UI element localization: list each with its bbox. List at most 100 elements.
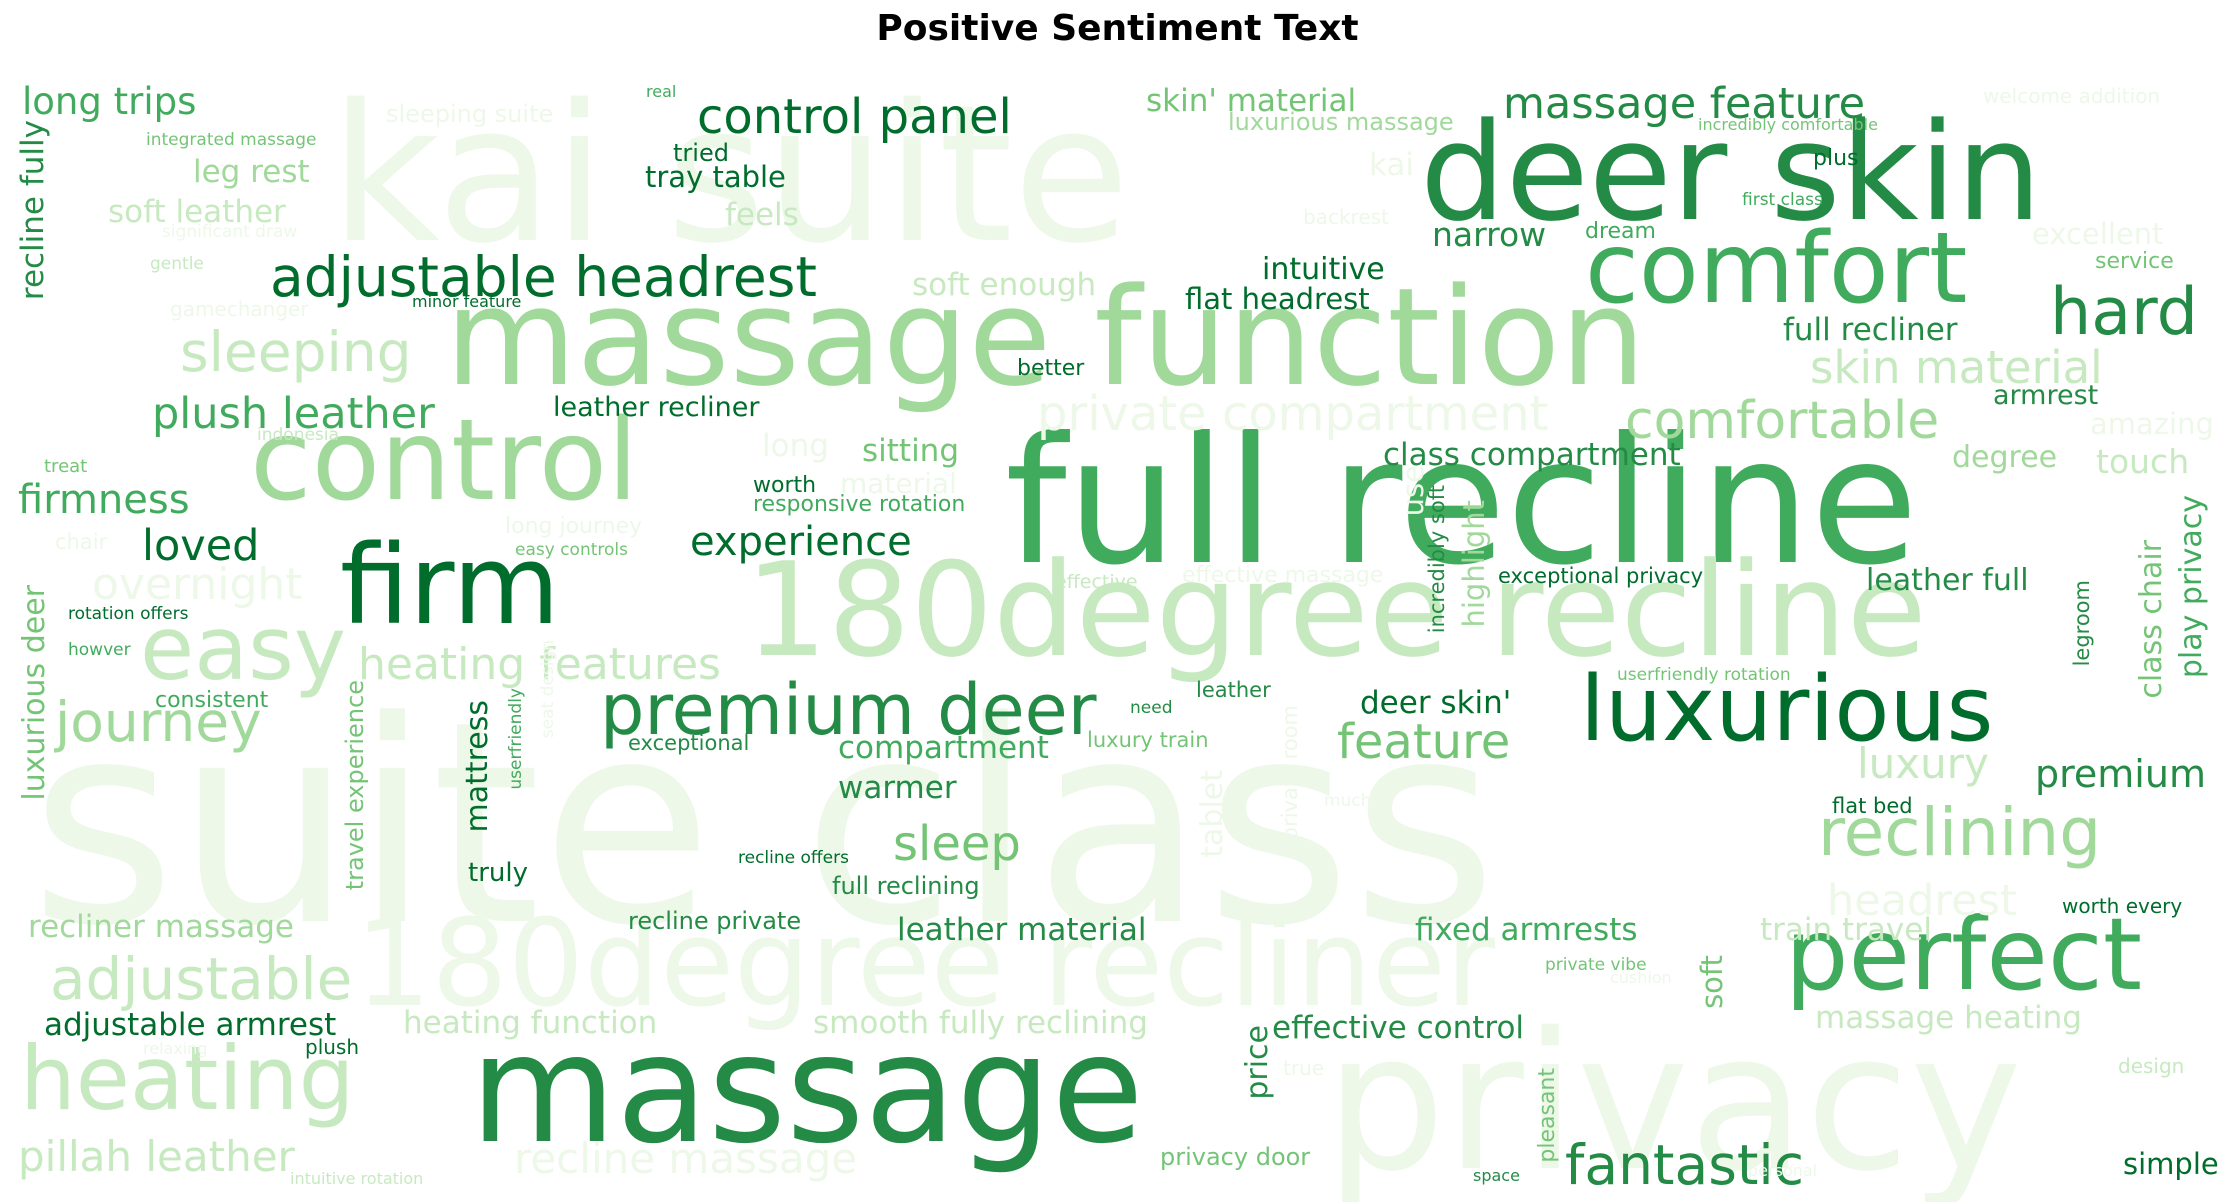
cloud-word-compartment: compartment [838,730,1049,766]
cloud-word-use: use [1396,465,1430,517]
cloud-word-pleasant: pleasant [1535,1068,1560,1163]
cloud-word-skin-material: skin' material [1146,83,1357,119]
cloud-word-highlight: highlight [1457,500,1491,628]
cloud-word-long-trips: long trips [22,80,197,123]
cloud-word-feature: feature [1337,714,1511,770]
cloud-word-journey: journey [55,690,262,754]
cloud-word-armrest: armrest [1993,380,2099,411]
cloud-word-premium-deer: premium deer [600,669,1097,751]
cloud-word-incredibly-comfortable: incredibly comfortable [1698,115,1878,134]
cloud-word-full-reclining: full reclining [832,872,980,900]
cloud-word-smooth-fully-reclining: smooth fully reclining [813,1005,1148,1041]
cloud-word-massage-feature: massage feature [1503,79,1866,129]
cloud-word-intuitive-rotation: intuitive rotation [290,1169,424,1188]
cloud-word-tried: tried [673,139,729,167]
cloud-word-privacy-door: privacy door [1160,1143,1311,1171]
cloud-word-comfort: comfort [1585,212,1968,326]
cloud-word-overnight: overnight [92,559,303,610]
cloud-word-intuitive: intuitive [1262,252,1385,287]
cloud-word-adjustable: adjustable [50,945,353,1013]
cloud-word-loved: loved [142,521,260,571]
cloud-word-better: better [1017,356,1085,381]
cloud-word-flat-headrest: flat headrest [1185,282,1370,316]
cloud-word-worth: worth [753,473,817,498]
cloud-word-treat: treat [44,456,88,477]
cloud-word-warmer: warmer [838,770,957,806]
cloud-word-kai-suite: kai suite [330,64,1130,285]
cloud-word-gentle: gentle [150,254,204,274]
cloud-word-seat-design: seat design [538,640,558,739]
cloud-word-skin-material: skin material [1810,341,2103,394]
cloud-word-indonesia: indonesia [257,425,339,445]
cloud-word-legroom: legroom [2070,580,2094,667]
cloud-word-long: long [762,428,829,464]
cloud-word-deer-skin: deer skin' [1360,685,1512,721]
cloud-word-pillah-leather: pillah leather [18,1132,295,1181]
cloud-word-fixed-armrests: fixed armrests [1415,912,1638,948]
cloud-word-leather-full: leather full [1866,563,2029,598]
cloud-word-recline-massage: recline massage [514,1134,858,1183]
cloud-word-adjustable-headrest: adjustable headrest [270,245,817,309]
cloud-word-train-travel: train travel [1760,912,1932,948]
cloud-word-class-chair: class chair [2134,540,2169,699]
cloud-word-need: need [1130,698,1173,718]
cloud-word-luxury-train: luxury train [1087,728,1209,752]
cloud-word-sitting: sitting [862,433,960,469]
cloud-word-control: control [250,396,639,526]
cloud-word-soft-leather: soft leather [108,194,286,230]
cloud-word-integrated-massage: integrated massage [146,130,317,150]
cloud-word-rotation-offers: rotation offers [68,604,189,624]
cloud-word-relaxing: relaxing [143,1039,208,1058]
cloud-word-recline-offers: recline offers [738,848,849,868]
cloud-word-minor-feature: minor feature [412,292,522,311]
cloud-word-headrest: headrest [1827,876,2017,926]
cloud-word-cushion: cushion [1610,968,1672,987]
cloud-word-amazing: amazing [2090,407,2214,441]
cloud-word-long-journey: long journey [505,514,643,539]
cloud-word-firmness: firmness [18,477,190,523]
cloud-word-reclining: reclining [1818,794,2102,871]
cloud-word-luxurious-deer: luxurious deer [17,585,52,801]
cloud-word-leather-recliner: leather recliner [553,392,760,423]
cloud-word-experience: experience [690,519,912,565]
cloud-word-heating: heating [20,1027,355,1130]
cloud-word-material: material [840,467,957,500]
cloud-word-luxury: luxury [1857,739,1989,788]
cloud-word-effective: effective [1055,571,1138,593]
cloud-word-price: price [1240,1025,1275,1100]
cloud-word-flat-bed: flat bed [1832,794,1913,818]
cloud-word-touch: touch [2096,442,2190,481]
chart-title: Positive Sentiment Text [876,8,1359,49]
cloud-word-design: design [2118,1054,2185,1078]
cloud-word-easy-controls: easy controls [515,540,628,560]
cloud-word-full-recline: full recline [1005,401,1919,604]
cloud-word-effective-control: effective control [1272,1010,1525,1046]
cloud-word-full-recliner: full recliner [1783,312,1958,348]
cloud-word-suite-class: suite class [30,662,1498,988]
cloud-word-personal: personal [1748,1161,1818,1180]
cloud-word-private-vibe: private vibe [1545,955,1647,975]
cloud-word-space: space [1473,1166,1520,1185]
cloud-word-perfect: perfect [1785,896,2143,1013]
cloud-word-hard: hard [2050,275,2198,350]
cloud-word-plush-leather: plush leather [152,389,435,439]
cloud-word-easy: easy [140,597,346,700]
cloud-word-worth-every: worth every [2062,894,2183,918]
cloud-word-real: real [646,82,677,101]
cloud-word-userfriendly: userfriendly [506,688,526,790]
cloud-word-180degree-recline: 180degree recline [745,534,1927,686]
cloud-word-incredibly-soft: incredibly soft [1425,485,1449,634]
cloud-word-leather-material: leather material [897,912,1147,948]
cloud-word-mattress: mattress [460,700,495,833]
cloud-word-control-panel: control panel [697,89,1012,145]
cloud-word-narrow: narrow [1432,215,1547,254]
cloud-word-feels: feels [725,197,799,233]
cloud-word-plus: plus [1813,146,1859,171]
cloud-word-responsive-rotation: responsive rotation [753,492,966,517]
cloud-word-firm: firm [340,521,560,649]
cloud-word-fantastic: fantastic [1565,1133,1804,1197]
cloud-word-degree: degree [1952,440,2058,475]
cloud-word-dream: dream [1585,219,1656,244]
cloud-word-truly: truly [468,858,528,888]
